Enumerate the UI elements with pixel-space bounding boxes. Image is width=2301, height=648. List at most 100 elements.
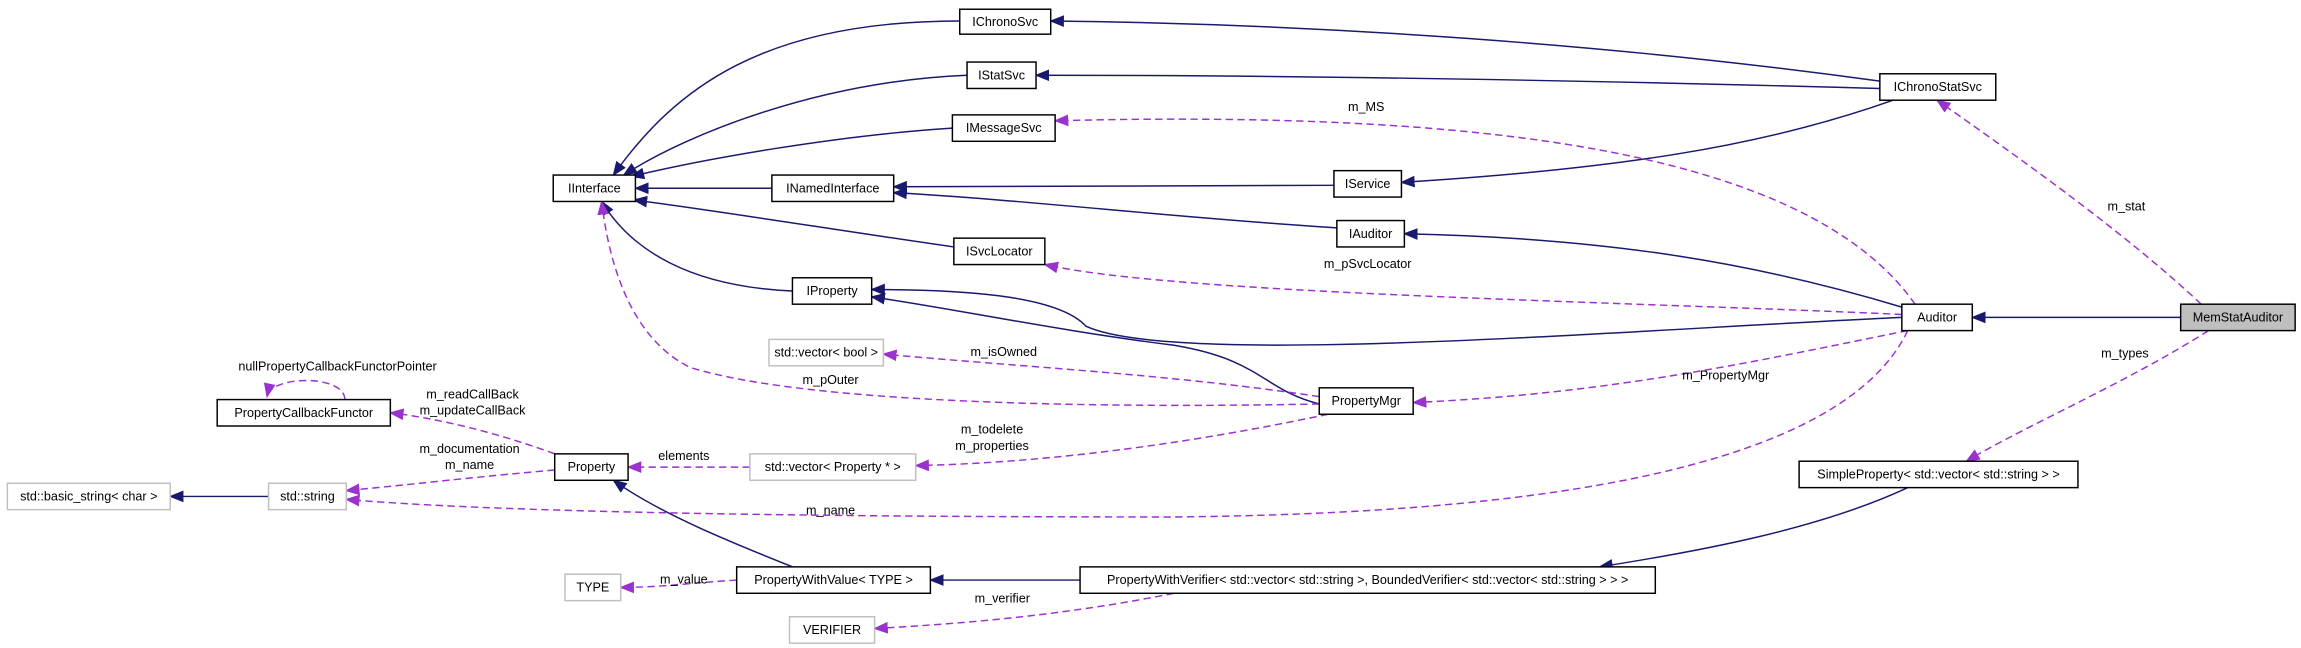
node-label: IAuditor — [1349, 227, 1392, 241]
node-box — [1879, 73, 1997, 101]
edge — [344, 330, 1909, 518]
node: IInterface — [552, 174, 637, 203]
node: INamedInterface — [771, 174, 895, 203]
edge-label: m_readCallBack — [426, 388, 519, 402]
edge-label: m_MS — [1348, 100, 1384, 114]
edge-label: m_todelete — [961, 423, 1023, 437]
edge — [1049, 15, 1880, 82]
node: ISvcLocator — [953, 237, 1046, 266]
node: SimpleProperty< std::vector< std::string… — [1798, 460, 2079, 489]
node-label: std::vector< Property * > — [765, 460, 901, 474]
node-box — [953, 237, 1046, 266]
edge — [870, 283, 1902, 346]
node-label: Property — [568, 460, 616, 474]
edge-label: m_pSvcLocator — [1324, 257, 1412, 271]
node: TYPE — [564, 573, 622, 602]
node-box — [958, 8, 1052, 35]
node-box — [6, 482, 171, 511]
edge-label: m_stat — [2107, 200, 2145, 214]
node-box — [552, 174, 637, 203]
node: PropertyWithValue< TYPE > — [735, 566, 932, 595]
edge-label: m_PropertyMgr — [1682, 368, 1769, 382]
node-label: SimpleProperty< std::vector< std::string… — [1817, 467, 2060, 481]
node-label: PropertyMgr — [1332, 394, 1401, 408]
node-box — [966, 61, 1037, 90]
edge — [1034, 69, 1880, 90]
node: IService — [1333, 169, 1403, 198]
edge-label: m_isOwned — [970, 345, 1037, 359]
node-box — [2179, 303, 2296, 332]
node-label: std::string — [280, 489, 335, 503]
node: IProperty — [791, 277, 873, 305]
node: IChronoSvc — [958, 8, 1052, 35]
node-box — [791, 277, 873, 305]
node-box — [1333, 169, 1403, 198]
edge — [1402, 228, 1903, 308]
node-box — [553, 453, 629, 482]
nodes: IChronoSvc IStatSvc IMessageSvc IInterface I… — [6, 8, 2296, 644]
edge-labels: m_MS m_stat m_pSvcLocator m_types m_isOwnedm… — [238, 100, 2148, 606]
node: PropertyWithVerifier< std::vector< std::… — [1079, 566, 1657, 595]
edge — [1935, 99, 2202, 305]
edge — [597, 200, 1320, 407]
edge — [632, 195, 954, 248]
edge — [870, 292, 1320, 405]
node-box — [564, 573, 622, 602]
edge — [1053, 114, 1916, 305]
node-label: IService — [1345, 177, 1391, 191]
edge — [1965, 329, 2209, 462]
node-box — [749, 453, 917, 482]
node: std::vector< bool > — [768, 338, 885, 367]
edge — [1411, 329, 1908, 408]
edge — [612, 20, 960, 177]
node-box — [1798, 460, 2079, 489]
node-label: std::vector< bool > — [774, 346, 878, 360]
edge — [388, 408, 555, 455]
edge — [881, 349, 1320, 398]
node-label: IInterface — [568, 181, 621, 195]
node-label: PropertyWithValue< TYPE > — [754, 573, 913, 587]
edge — [1043, 261, 1902, 316]
node-box — [788, 616, 876, 644]
edge-label: m_name — [445, 458, 494, 472]
node-label: PropertyWithVerifier< std::vector< std::… — [1107, 573, 1628, 587]
edge — [873, 592, 1175, 634]
edge-label: elements — [658, 449, 709, 463]
node: IMessageSvc — [951, 114, 1056, 143]
node-box — [267, 482, 348, 511]
node-label: TYPE — [576, 580, 609, 594]
node: std::string — [267, 482, 348, 511]
node-label: MemStatAuditor — [2193, 310, 2283, 324]
node: std::vector< Property * > — [749, 453, 917, 482]
edge — [622, 74, 968, 176]
edge-label: m_documentation — [419, 442, 519, 456]
node: std::basic_string< char > — [6, 482, 171, 511]
node: IAuditor — [1336, 219, 1406, 248]
edge — [914, 413, 1329, 472]
edge — [1598, 486, 1909, 571]
node-box — [735, 566, 932, 595]
edge — [629, 127, 953, 180]
node-label: PropertyCallbackFunctor — [234, 406, 373, 420]
edge — [892, 187, 1337, 229]
node-box — [951, 114, 1056, 143]
edge — [612, 479, 793, 568]
edge-label: m_verifier — [975, 591, 1030, 605]
node-box — [1336, 219, 1406, 248]
edge-label: m_updateCallBack — [420, 404, 527, 418]
node: Property — [553, 453, 629, 482]
node-label: Auditor — [1917, 310, 1957, 324]
node-box — [768, 338, 885, 367]
edge — [344, 469, 555, 496]
edge — [1399, 99, 1894, 188]
node-label: IMessageSvc — [966, 121, 1042, 135]
edge — [619, 579, 737, 594]
edge-label: m_name — [806, 503, 855, 517]
node-box — [216, 398, 392, 427]
node-label: IStatSvc — [978, 68, 1025, 82]
node-label: IChronoSvc — [972, 15, 1038, 29]
usage-edges — [263, 99, 2209, 634]
node-label: ISvcLocator — [966, 244, 1033, 258]
